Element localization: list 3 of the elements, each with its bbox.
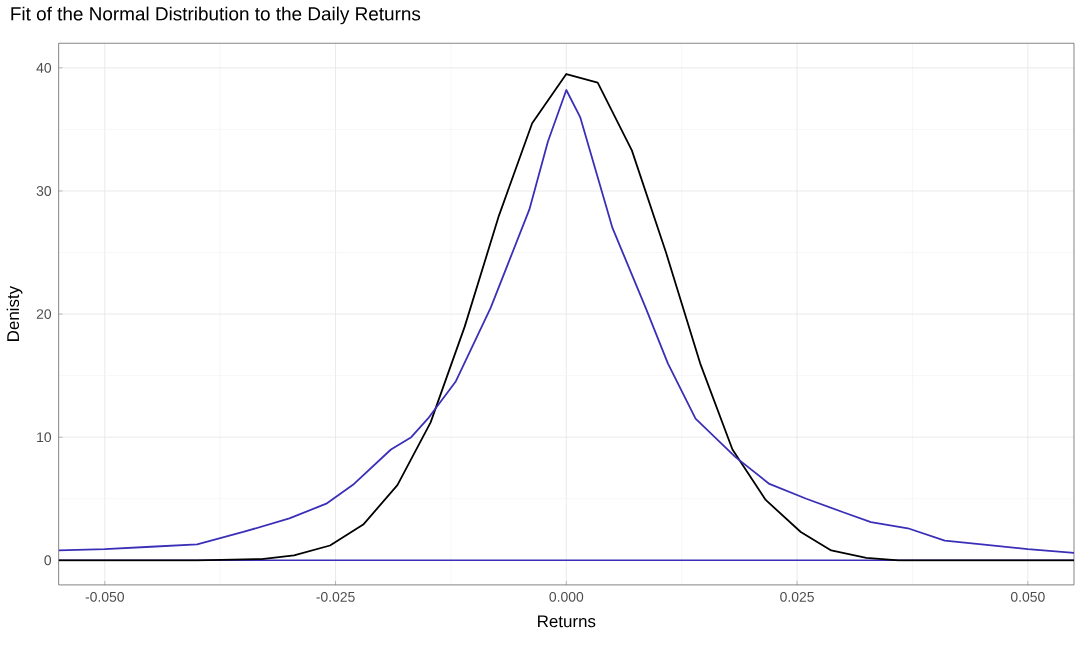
x-axis-title: Returns: [538, 615, 596, 627]
y-axis-title: Denisty: [6, 285, 23, 341]
chart-title: Fit of the Normal Distribution to the Daily Returns: [11, 6, 421, 24]
